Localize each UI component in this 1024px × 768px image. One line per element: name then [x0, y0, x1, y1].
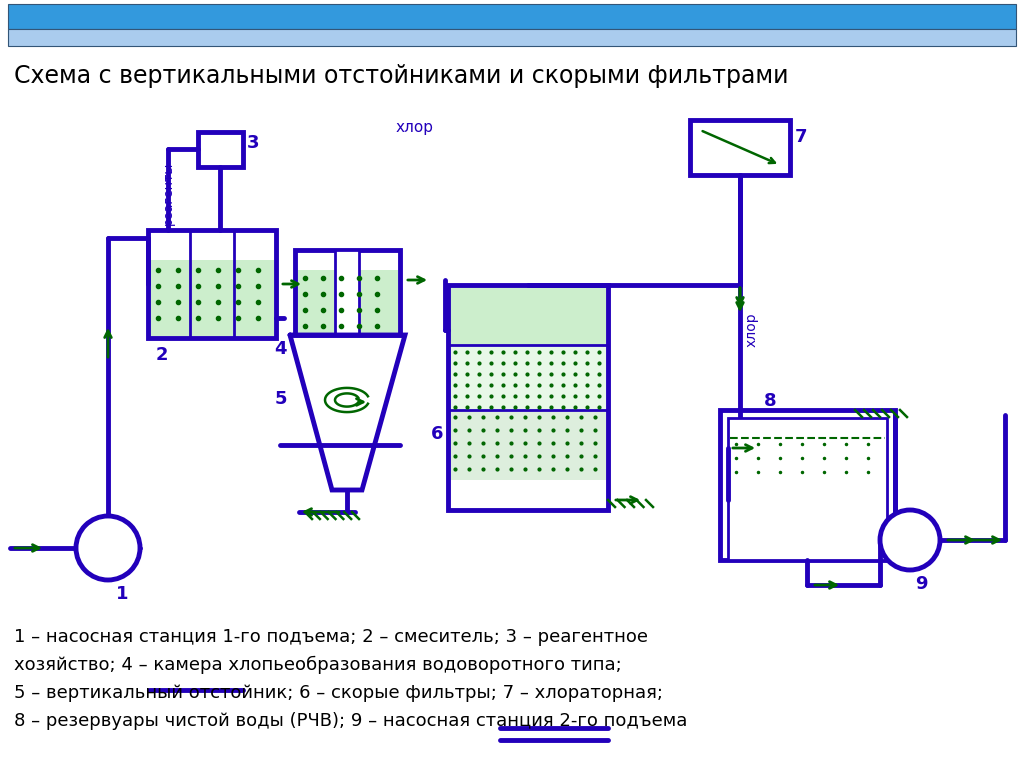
Text: хлор: хлор — [745, 313, 759, 347]
Bar — [729, 438, 886, 473]
Text: Схема с вертикальными отстойниками и скорыми фильтрами: Схема с вертикальными отстойниками и ско… — [14, 64, 788, 88]
Bar — [8, 29, 1016, 46]
Text: 6: 6 — [430, 425, 443, 443]
Text: 5 – вертикальный отстойник; 6 – скорые фильтры; 7 – хлораторная;: 5 – вертикальный отстойник; 6 – скорые ф… — [14, 684, 663, 702]
Bar — [198, 132, 243, 167]
Bar — [690, 120, 790, 175]
Text: реагенты: реагенты — [162, 162, 174, 225]
Bar — [297, 270, 398, 333]
Bar — [148, 230, 276, 338]
Bar — [335, 250, 359, 335]
Text: 8: 8 — [764, 392, 776, 410]
Text: хозяйство; 4 – камера хлопьеобразования водоворотного типа;: хозяйство; 4 – камера хлопьеобразования … — [14, 656, 622, 674]
Bar — [450, 345, 606, 410]
Text: 3: 3 — [247, 134, 259, 152]
Bar — [728, 418, 887, 560]
Bar — [150, 260, 274, 336]
Bar — [295, 250, 400, 335]
Text: 4: 4 — [274, 340, 287, 358]
Bar — [450, 287, 606, 345]
Bar — [720, 410, 895, 560]
Text: 1 – насосная станция 1-го подъема; 2 – смеситель; 3 – реагентное: 1 – насосная станция 1-го подъема; 2 – с… — [14, 628, 648, 646]
Circle shape — [880, 510, 940, 570]
Bar — [8, 4, 1016, 29]
Text: 9: 9 — [915, 575, 928, 593]
Circle shape — [76, 516, 140, 580]
Text: 2: 2 — [156, 346, 169, 364]
Bar — [450, 410, 606, 480]
Bar — [449, 285, 608, 510]
Text: 8 – резервуары чистой воды (РЧВ); 9 – насосная станция 2-го подъема: 8 – резервуары чистой воды (РЧВ); 9 – на… — [14, 712, 687, 730]
Text: 7: 7 — [795, 128, 808, 146]
Text: хлор: хлор — [396, 120, 434, 135]
Text: 1: 1 — [116, 585, 128, 603]
Text: 5: 5 — [274, 390, 287, 408]
